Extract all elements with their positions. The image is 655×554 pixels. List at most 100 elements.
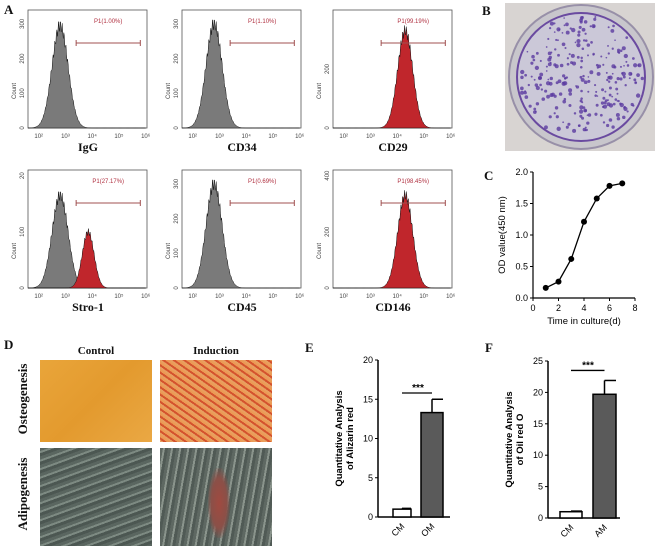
colony <box>587 79 591 83</box>
colony <box>617 48 621 52</box>
lipid-droplets <box>208 468 230 538</box>
colony <box>565 30 570 35</box>
colony <box>582 106 586 109</box>
colony <box>587 113 592 117</box>
x-tick-label: 10⁶ <box>295 133 305 140</box>
colony <box>616 92 619 95</box>
colony <box>553 22 556 25</box>
y-tick-label: 100 <box>174 248 180 259</box>
colony <box>580 97 583 100</box>
x-tick-label: 10² <box>34 294 43 300</box>
colony <box>530 61 534 65</box>
colony <box>633 78 637 82</box>
colony <box>595 103 599 107</box>
colony <box>559 63 564 68</box>
colony <box>614 39 616 41</box>
colony <box>556 126 561 132</box>
colony <box>601 105 605 109</box>
colony <box>619 102 624 108</box>
colony <box>571 27 576 33</box>
colony <box>608 75 613 80</box>
colony <box>554 64 559 69</box>
colony <box>606 102 611 107</box>
colony <box>571 61 577 66</box>
x-tick-label: 10² <box>339 294 348 300</box>
colony <box>582 39 586 42</box>
y-axis-label-line1: Quantitative Analysis <box>504 391 515 487</box>
colony <box>619 49 623 53</box>
colony <box>530 75 533 78</box>
colony <box>561 32 564 34</box>
y-axis-label: Count <box>166 243 172 259</box>
x-tick-label: OM <box>419 521 436 538</box>
colony <box>594 94 597 97</box>
x-tick-label: 10³ <box>215 294 224 300</box>
colony <box>566 57 570 60</box>
colony <box>565 22 569 27</box>
x-tick-label: 10⁵ <box>419 293 429 300</box>
colony <box>578 109 584 114</box>
x-tick-label: 10⁴ <box>242 133 252 140</box>
colony <box>596 95 599 97</box>
colony <box>586 121 590 125</box>
colony <box>594 16 597 18</box>
colony <box>524 90 527 93</box>
y-tick-label: 15 <box>363 394 373 404</box>
colony <box>579 114 583 118</box>
colony <box>557 79 562 84</box>
data-point <box>606 182 613 189</box>
y-tick-label: 10 <box>533 450 543 460</box>
colony <box>531 54 535 59</box>
colony <box>573 112 577 115</box>
colony <box>631 57 635 60</box>
colony <box>624 84 627 87</box>
y-tick-label: 0 <box>325 126 331 130</box>
histogram-cd146: 10² 10³ 10⁴ 10⁵ 10⁶ 0 200 400 Count P1(98.45%) <box>317 169 456 300</box>
y-tick-label: 25 <box>533 356 543 366</box>
colony <box>546 94 550 99</box>
hist-caption-cd29: CD29 <box>378 140 408 154</box>
colony-plate-photo <box>505 3 655 151</box>
colony <box>584 126 587 129</box>
colony <box>563 17 565 19</box>
x-tick-label: 10⁵ <box>268 133 278 140</box>
data-point <box>568 255 575 262</box>
colony <box>606 78 609 82</box>
bar-om <box>420 411 444 518</box>
colony <box>579 75 583 79</box>
y-tick-label: 20 <box>533 387 543 397</box>
hist-caption-cd34: CD34 <box>227 140 257 154</box>
colony <box>576 42 581 48</box>
colony <box>608 80 611 83</box>
x-tick-label: 10⁴ <box>393 293 403 300</box>
colony <box>590 41 593 44</box>
colony <box>640 76 644 81</box>
colony <box>533 110 537 114</box>
colony <box>545 46 548 48</box>
negative-histogram <box>181 19 300 129</box>
hist-caption-igg: IgG <box>77 140 98 154</box>
y-tick-label: 20 <box>363 355 373 365</box>
colony <box>607 52 610 55</box>
y-tick-label: 400 <box>325 170 331 181</box>
colony <box>527 83 531 87</box>
y-tick-label: 0 <box>538 513 543 523</box>
negative-histogram <box>27 21 146 129</box>
bar-am <box>592 393 617 519</box>
colony <box>619 65 623 68</box>
x-tick-label: 10⁶ <box>295 293 305 300</box>
colony <box>578 25 582 29</box>
colony <box>577 30 581 34</box>
colony <box>602 63 605 66</box>
colony <box>524 95 529 99</box>
x-tick-label: 10² <box>188 294 197 300</box>
significance-stars: *** <box>582 360 594 371</box>
panel-label-c: C <box>484 168 494 183</box>
x-tick-label: 10⁴ <box>88 133 98 140</box>
y-tick-label: 0 <box>174 126 180 130</box>
colony <box>636 73 640 77</box>
y-tick-label: 300 <box>20 18 26 29</box>
colony <box>580 77 585 82</box>
colony <box>547 37 550 41</box>
